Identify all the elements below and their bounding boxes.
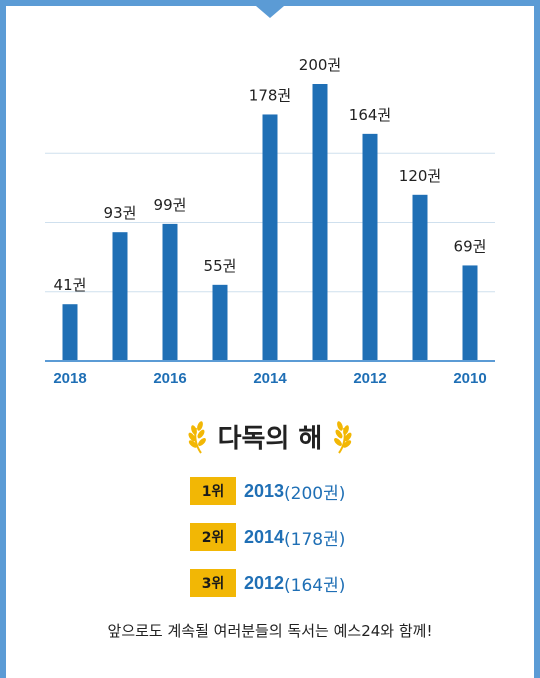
data-label: 164권	[349, 106, 391, 124]
data-label: 93권	[104, 204, 137, 222]
data-label: 120권	[399, 167, 441, 185]
x-tick-label: 2018	[53, 370, 86, 387]
bar	[262, 114, 278, 361]
rank-year: 2014	[244, 526, 285, 547]
bar	[112, 232, 128, 361]
left-laurel-icon	[188, 420, 206, 454]
ranking-item-3: 3위 2012 (164권)	[190, 568, 345, 598]
rank-count: (200권)	[284, 483, 346, 504]
rank-year: 2013	[244, 480, 285, 501]
bar	[412, 194, 428, 361]
ranking-item-1: 1위 2013 (200권)	[190, 476, 345, 506]
bar	[62, 304, 78, 361]
top-frame-border	[0, 0, 540, 6]
bar	[462, 265, 478, 361]
ranking-item-2: 2위 2014 (178권)	[190, 522, 345, 552]
section-title: 다독의 해	[217, 424, 323, 454]
data-label: 99권	[154, 196, 187, 214]
rank-count: (164권)	[284, 575, 346, 596]
rank-badge: 1위	[190, 477, 236, 505]
footer-message: 앞으로도 계속될 여러분들의 독서는 예스24와 함께!	[107, 622, 433, 640]
section-header: 다독의 해	[0, 418, 540, 455]
data-label: 69권	[454, 237, 487, 255]
bar	[362, 133, 378, 361]
data-label: 55권	[204, 257, 237, 275]
left-frame-border	[0, 0, 6, 678]
rank-year: 2012	[244, 572, 285, 593]
x-tick-label: 2010	[453, 370, 486, 387]
x-tick-label: 2014	[253, 370, 287, 387]
right-laurel-icon	[334, 420, 352, 454]
rank-badge: 3위	[190, 569, 236, 597]
bar	[162, 223, 178, 361]
x-tick-label: 2012	[353, 370, 386, 387]
bar-chart: 41권 2018 93권 99권 2016 55권 178권 2014 200권 164권 2012…	[45, 56, 495, 387]
rank-count: (178권)	[284, 529, 346, 550]
data-label: 178권	[249, 86, 291, 104]
data-label: 41권	[54, 276, 87, 294]
rank-badge: 2위	[190, 523, 236, 551]
x-tick-label: 2016	[153, 370, 186, 387]
bar	[212, 284, 228, 361]
right-frame-border	[534, 0, 540, 678]
ranking-list: 1위 2013 (200권) 2위 2014 (178권) 3위 2012 (1…	[190, 476, 345, 614]
data-label: 200권	[299, 56, 341, 74]
top-notch-arrow	[256, 6, 284, 18]
bar	[312, 84, 328, 361]
